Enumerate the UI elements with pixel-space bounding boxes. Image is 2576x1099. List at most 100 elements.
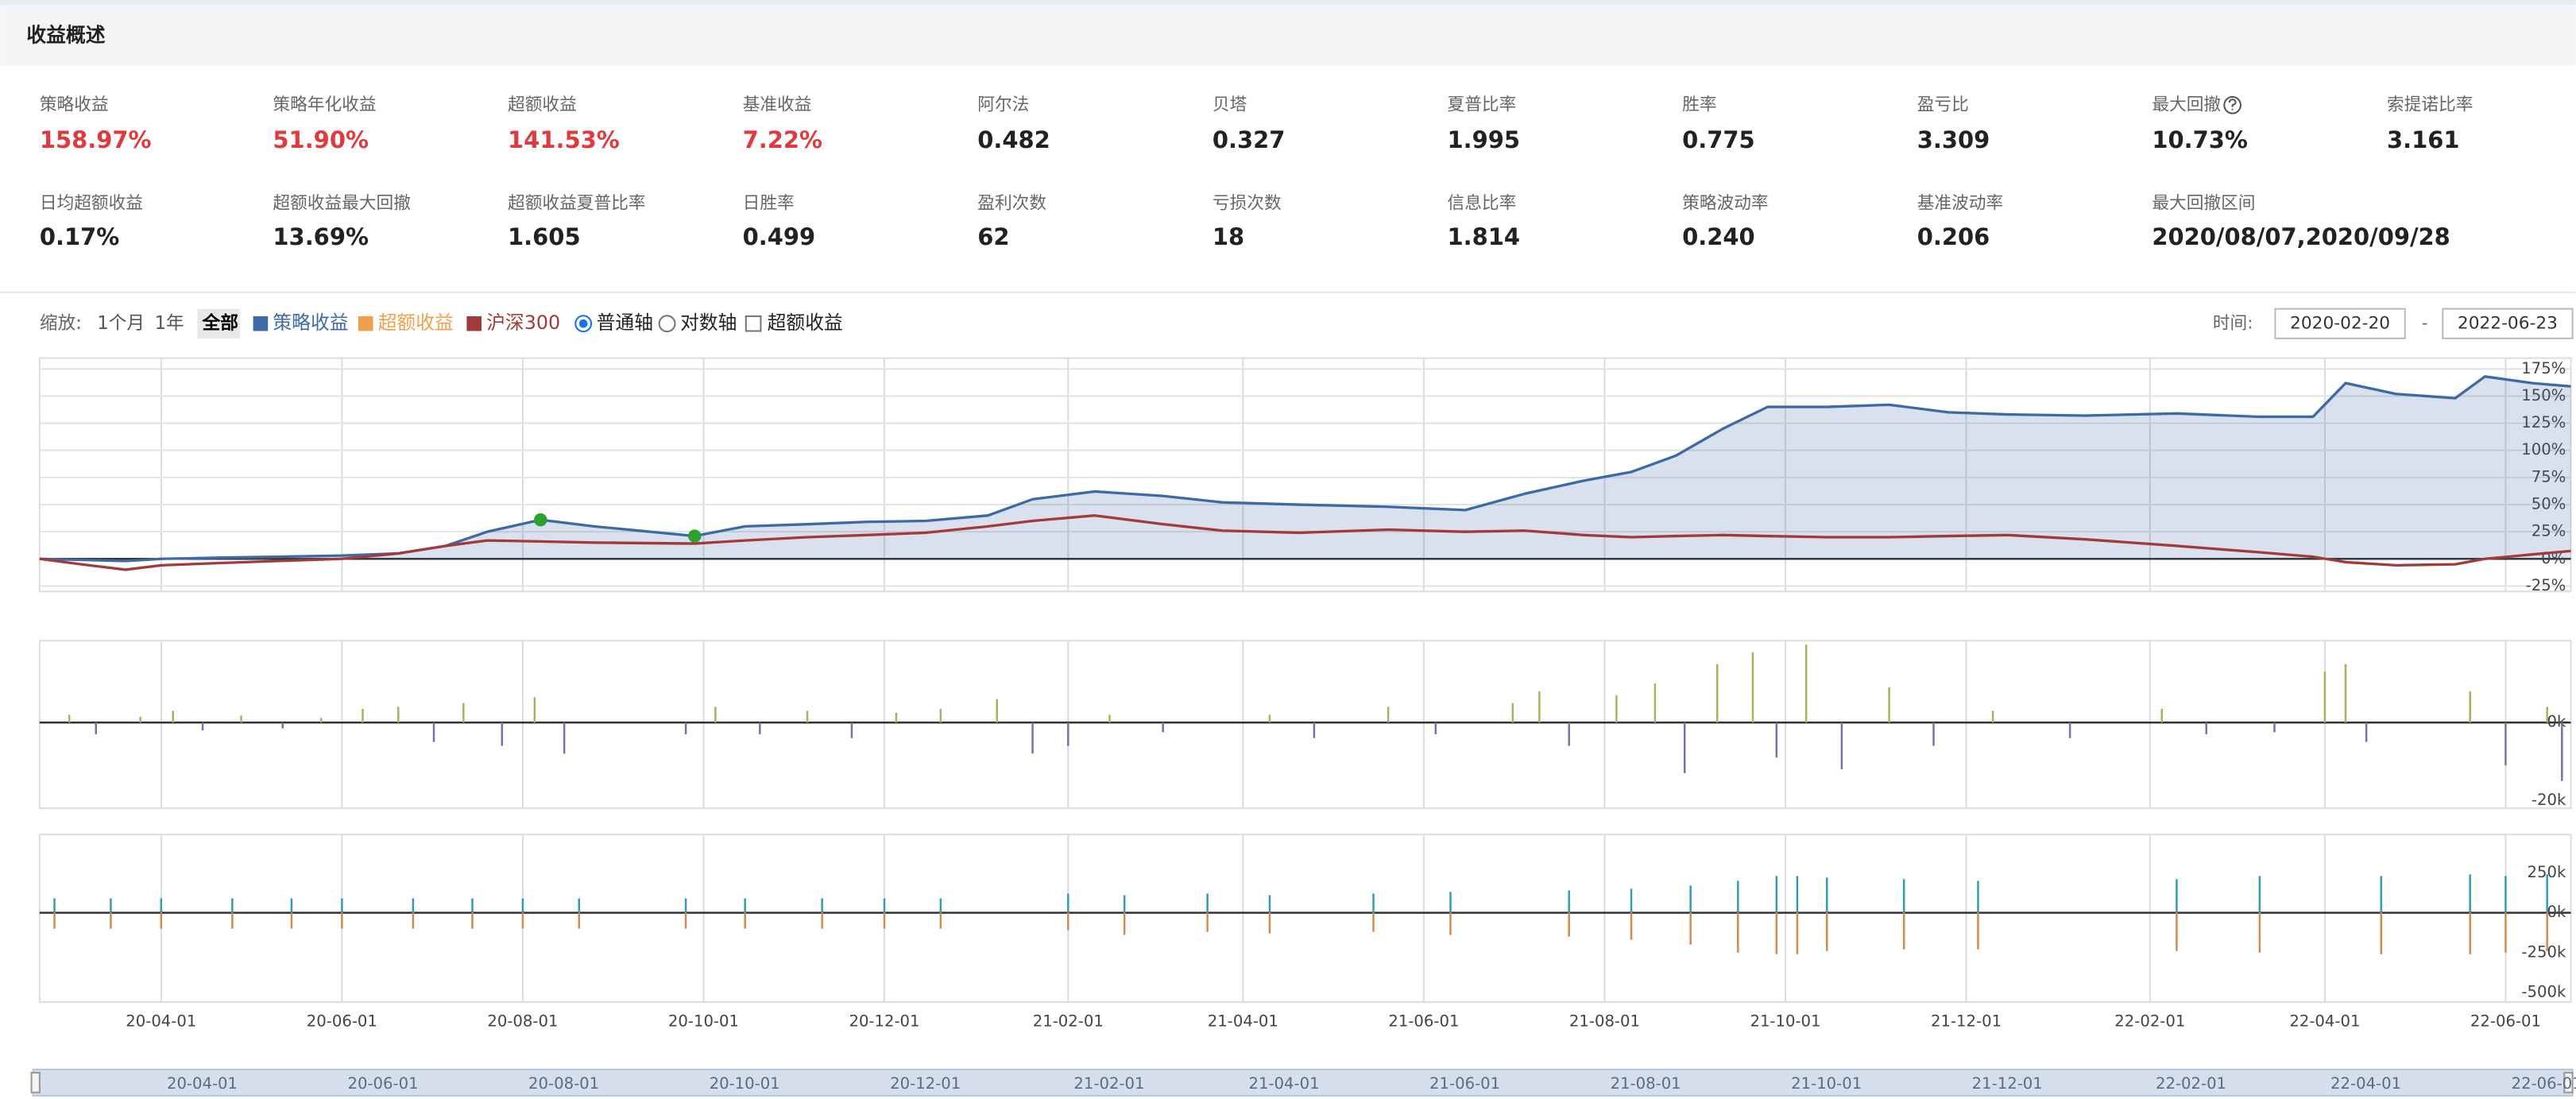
plot-frame <box>38 834 2572 1004</box>
metric-label: 信息比率 <box>1448 193 1517 213</box>
legend-swatch[interactable] <box>253 315 269 331</box>
bar <box>1775 722 1778 758</box>
bar <box>1902 912 1905 950</box>
bar <box>744 898 746 913</box>
bar <box>939 709 942 723</box>
bar <box>2273 722 2276 733</box>
bar <box>53 898 56 913</box>
bar <box>1654 683 1657 723</box>
bar <box>2323 671 2327 723</box>
bar <box>1206 912 1209 932</box>
bar <box>1630 912 1633 940</box>
y-tick-label: 0k <box>2547 903 2566 921</box>
y-tick-label: 100% <box>2521 440 2566 459</box>
drawdown-marker <box>688 529 702 543</box>
bar <box>1683 722 1686 773</box>
navigator-handle[interactable] <box>30 1071 41 1093</box>
x-tick-label: 21-02-01 <box>1033 1012 1104 1030</box>
date-input[interactable] <box>2274 308 2406 339</box>
y-tick-label: -20k <box>2532 791 2566 809</box>
y-tick-label: -25% <box>2526 576 2566 594</box>
bar <box>521 912 524 929</box>
navigator-label: 20-08-01 <box>528 1074 599 1093</box>
metric-value: 3.161 <box>2387 126 2460 153</box>
bar <box>1737 912 1739 953</box>
bar <box>1977 880 1979 913</box>
bar <box>95 722 97 734</box>
zoom-button[interactable]: 全部 <box>202 312 239 334</box>
bar <box>240 715 242 723</box>
plot-frame <box>38 640 2572 810</box>
bar <box>1268 895 1271 913</box>
metric-label: 最大回撤 <box>2152 95 2221 114</box>
x-tick-label: 20-12-01 <box>849 1012 919 1030</box>
bar <box>1751 652 1754 723</box>
y-tick-label: 25% <box>2532 522 2566 540</box>
legend-label[interactable]: 策略收益 <box>273 312 348 334</box>
date-input[interactable] <box>2442 308 2574 339</box>
navigator-handle[interactable] <box>2563 1071 2574 1093</box>
bar <box>2258 912 2261 953</box>
bar <box>2176 879 2178 913</box>
navigator-label: 20-12-01 <box>890 1074 961 1093</box>
metric-value: 0.499 <box>743 223 816 250</box>
legend-swatch[interactable] <box>358 315 373 331</box>
metric-label: 策略年化收益 <box>273 95 376 114</box>
bar <box>1162 722 1164 733</box>
bar <box>1313 722 1316 738</box>
navigator-label: 20-06-01 <box>348 1074 419 1093</box>
legend-label[interactable]: 超额收益 <box>378 312 454 334</box>
bar <box>759 722 761 734</box>
navigator-label: 22-04-01 <box>2330 1074 2401 1093</box>
bar <box>1775 876 1778 913</box>
bar <box>883 898 886 913</box>
bar <box>821 898 823 913</box>
bar <box>471 898 474 913</box>
bar <box>1031 722 1034 754</box>
plot-frame <box>38 357 2572 593</box>
date-input-text[interactable]: 2022-06-23 <box>2458 313 2558 333</box>
bar <box>533 697 536 723</box>
metric-value: 1.995 <box>1448 126 1521 153</box>
bar <box>1108 714 1111 723</box>
navigator-label: 20-04-01 <box>167 1074 238 1093</box>
radio-label[interactable]: 对数轴 <box>680 312 737 334</box>
bar <box>2504 876 2507 913</box>
x-tick-label: 21-08-01 <box>1569 1012 1640 1030</box>
zoom-button[interactable]: 1年 <box>155 313 184 334</box>
bar <box>1511 702 1514 723</box>
metric-value: 0.240 <box>1682 223 1755 250</box>
bar <box>1449 912 1452 935</box>
bar <box>684 898 687 913</box>
metric-label: 日胜率 <box>743 193 795 213</box>
bar <box>160 898 163 913</box>
metric-value: 10.73% <box>2152 126 2248 153</box>
zoom-button[interactable]: 1个月 <box>97 313 145 334</box>
bar <box>412 898 415 913</box>
checkbox[interactable] <box>745 315 762 332</box>
bar <box>290 912 293 929</box>
bar <box>1449 892 1452 913</box>
bar <box>684 912 687 929</box>
top-border <box>0 0 2576 6</box>
radio[interactable] <box>658 315 676 333</box>
zoom-button-bg <box>197 308 241 339</box>
y-tick-label: 250k <box>2528 863 2566 881</box>
date-input-text[interactable]: 2020-02-20 <box>2290 313 2390 333</box>
radio-label[interactable]: 普通轴 <box>597 312 653 334</box>
navigator-window[interactable] <box>32 1068 2574 1097</box>
bar <box>521 898 524 913</box>
bar <box>231 898 234 913</box>
bar <box>362 709 364 723</box>
bar <box>563 722 566 754</box>
bar <box>2469 912 2471 954</box>
bar <box>1825 877 1828 913</box>
drawdown-marker <box>534 513 547 527</box>
bar <box>110 898 112 913</box>
legend-swatch[interactable] <box>466 315 482 331</box>
checkbox-label[interactable]: 超额收益 <box>768 312 843 334</box>
legend-label[interactable]: 沪深300 <box>486 312 560 334</box>
header-title: 收益概述 <box>26 23 105 46</box>
metric-label: 索提诺比率 <box>2387 95 2473 114</box>
metric-label: 亏损次数 <box>1213 193 1282 213</box>
